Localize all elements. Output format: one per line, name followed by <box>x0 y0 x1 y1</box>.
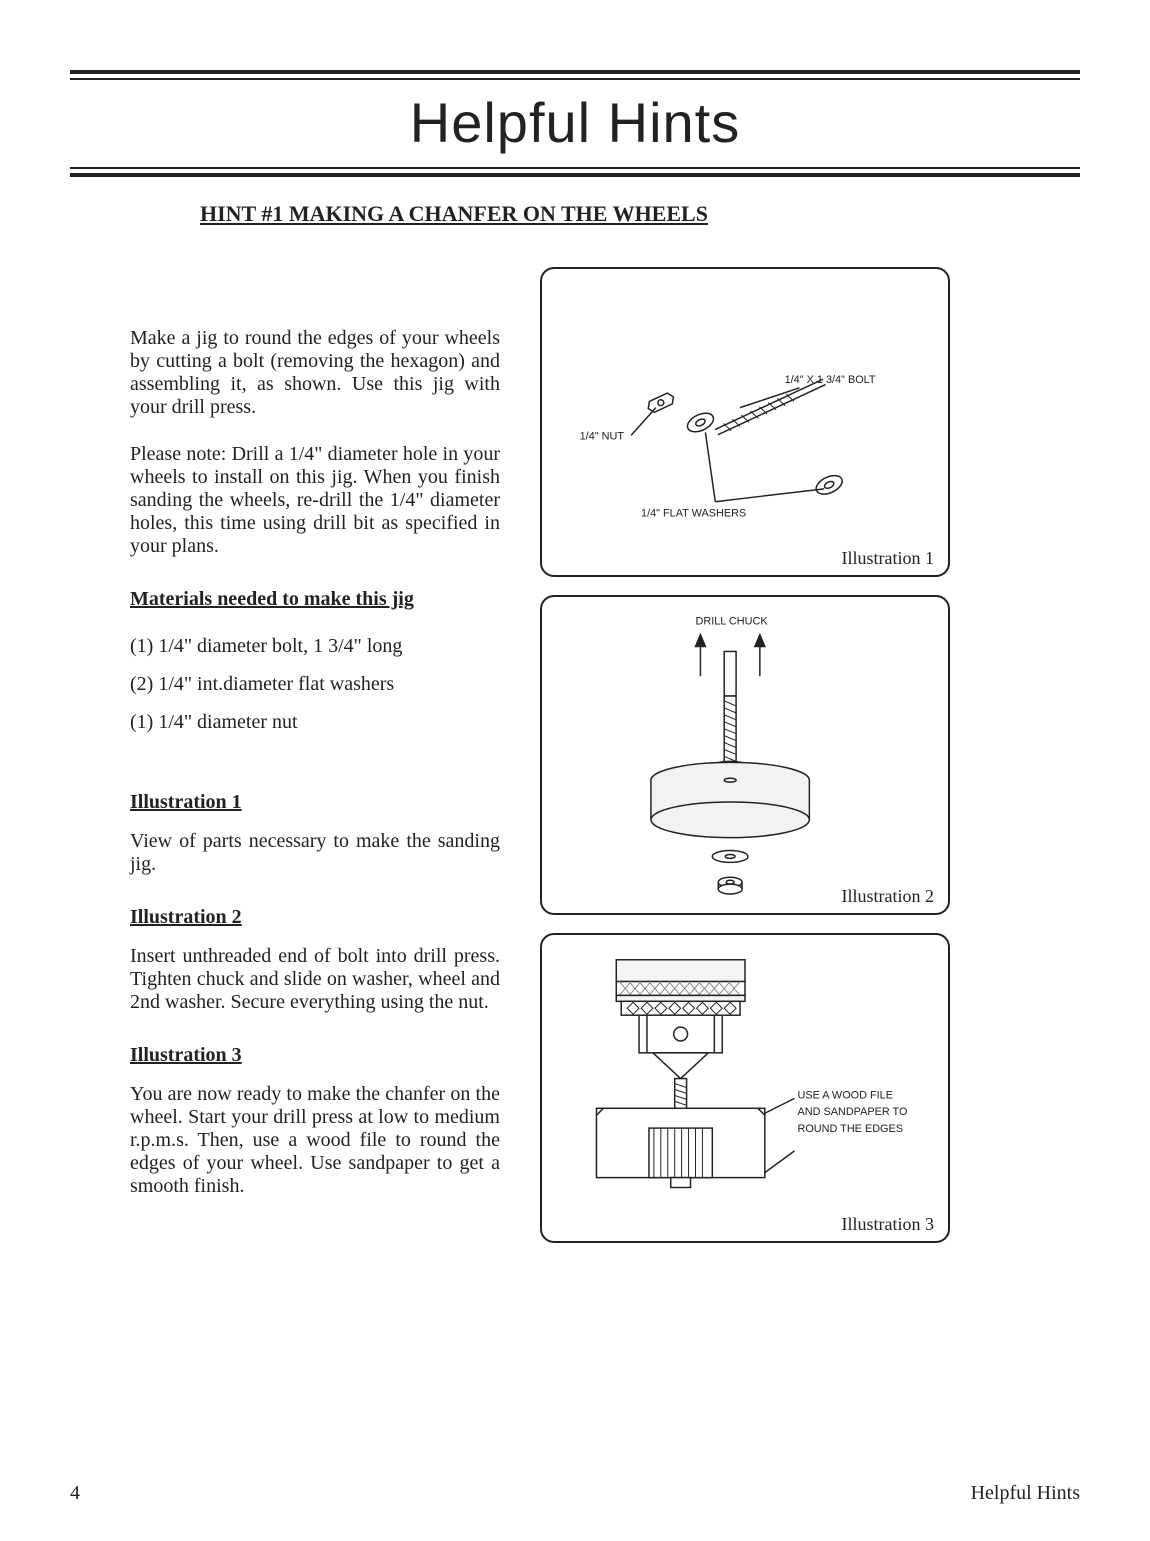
materials-heading: Materials needed to make this jig <box>130 588 500 611</box>
ill1-text: View of parts necessary to make the sand… <box>130 830 500 876</box>
label-file-3: ROUND THE EDGES <box>797 1123 903 1135</box>
right-column: 1/4" NUT 1/4" X 1 3/4" BOLT 1/4" FLAT WA… <box>540 267 1080 1261</box>
illustration-3-caption: Illustration 3 <box>842 1214 935 1235</box>
illustration-3-svg: USE A WOOD FILE AND SANDPAPER TO ROUND T… <box>542 935 948 1242</box>
illustration-2-caption: Illustration 2 <box>842 886 935 907</box>
label-bolt: 1/4" X 1 3/4" BOLT <box>785 374 876 386</box>
page-number: 4 <box>70 1482 80 1505</box>
illustration-2-box: DRILL CHUCK Illustration 2 <box>540 595 950 915</box>
hint-heading: HINT #1 MAKING A CHANFER ON THE WHEELS <box>200 201 1080 227</box>
label-chuck: DRILL CHUCK <box>695 616 768 628</box>
label-file-1: USE A WOOD FILE <box>797 1089 892 1101</box>
footer-title: Helpful Hints <box>971 1482 1080 1505</box>
page-title: Helpful Hints <box>70 90 1080 155</box>
label-nut: 1/4" NUT <box>580 430 625 442</box>
illustration-1-box: 1/4" NUT 1/4" X 1 3/4" BOLT 1/4" FLAT WA… <box>540 267 950 577</box>
rule-top-thin <box>70 78 1080 80</box>
ill2-heading: Illustration 2 <box>130 906 500 929</box>
illustration-1-caption: Illustration 1 <box>842 548 935 569</box>
illustration-3-box: USE A WOOD FILE AND SANDPAPER TO ROUND T… <box>540 933 950 1243</box>
page-root: Helpful Hints HINT #1 MAKING A CHANFER O… <box>0 0 1150 1541</box>
intro-paragraph-2: Please note: Drill a 1/4" diameter hole … <box>130 443 500 558</box>
material-item: (1) 1/4" diameter bolt, 1 3/4" long <box>130 627 500 665</box>
materials-list: (1) 1/4" diameter bolt, 1 3/4" long (2) … <box>130 627 500 741</box>
material-item: (2) 1/4" int.diameter flat washers <box>130 665 500 703</box>
material-item: (1) 1/4" diameter nut <box>130 703 500 741</box>
ill2-text: Insert unthreaded end of bolt into drill… <box>130 945 500 1014</box>
label-file-2: AND SANDPAPER TO <box>797 1106 907 1118</box>
ill1-heading: Illustration 1 <box>130 791 500 814</box>
label-washers: 1/4" FLAT WASHERS <box>641 508 746 520</box>
left-column: Make a jig to round the edges of your wh… <box>130 267 500 1261</box>
illustration-2-svg: DRILL CHUCK <box>542 597 948 914</box>
footer: 4 Helpful Hints <box>70 1482 1080 1505</box>
illustration-1-svg: 1/4" NUT 1/4" X 1 3/4" BOLT 1/4" FLAT WA… <box>542 269 948 576</box>
columns: Make a jig to round the edges of your wh… <box>70 267 1080 1261</box>
ill3-text: You are now ready to make the chanfer on… <box>130 1083 500 1198</box>
rule-bot-thick <box>70 173 1080 177</box>
intro-paragraph-1: Make a jig to round the edges of your wh… <box>130 327 500 419</box>
ill3-heading: Illustration 3 <box>130 1044 500 1067</box>
